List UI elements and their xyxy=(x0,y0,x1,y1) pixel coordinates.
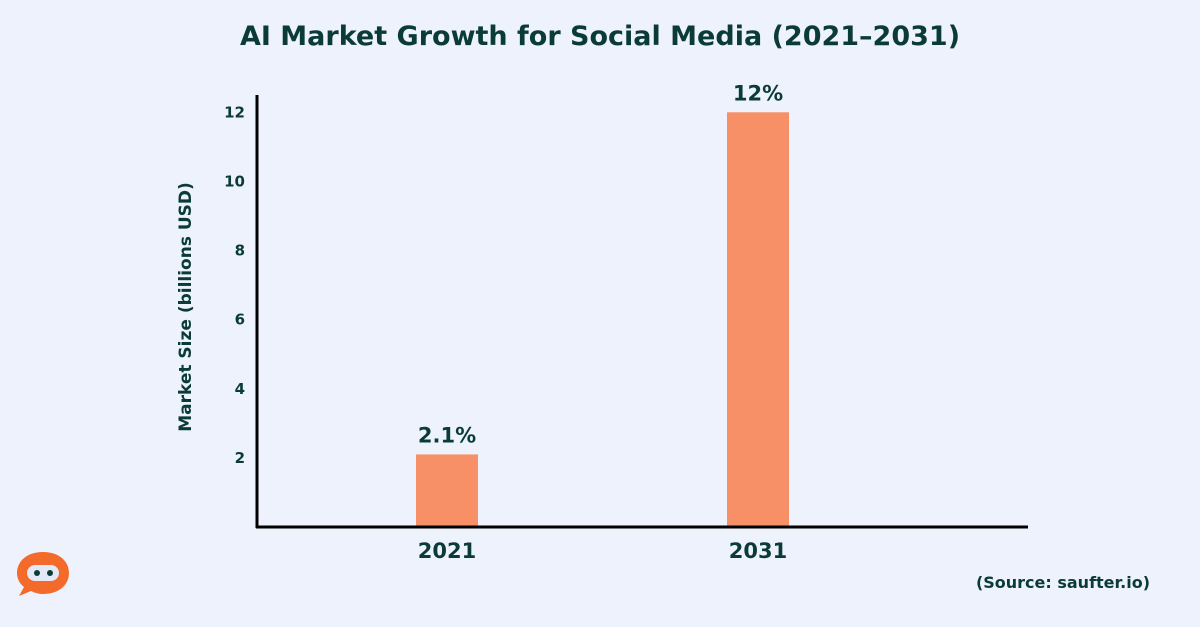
y-tick-label: 10 xyxy=(224,172,245,190)
y-tick-label: 6 xyxy=(235,311,245,329)
y-tick-label: 8 xyxy=(235,242,245,260)
y-axis-ticks: 2 4 6 8 10 12 xyxy=(224,103,245,467)
chart-title: AI Market Growth for Social Media (2021–… xyxy=(240,21,960,52)
bars: 2.1% 2021 12% 2031 xyxy=(416,81,789,563)
robot-chat-logo-icon xyxy=(14,548,72,600)
source-note: (Source: saufter.io) xyxy=(975,573,1150,592)
bar-2021 xyxy=(416,454,478,527)
y-axis-label: Market Size (billions USD) xyxy=(176,182,196,432)
y-tick-label: 12 xyxy=(224,103,245,121)
data-label: 2.1% xyxy=(418,423,476,447)
x-tick-label: 2031 xyxy=(729,539,787,563)
y-tick-label: 4 xyxy=(235,380,245,398)
data-label: 12% xyxy=(733,81,783,105)
bar-2031 xyxy=(727,112,789,527)
y-tick-label: 2 xyxy=(235,449,245,467)
x-tick-label: 2021 xyxy=(418,539,476,563)
